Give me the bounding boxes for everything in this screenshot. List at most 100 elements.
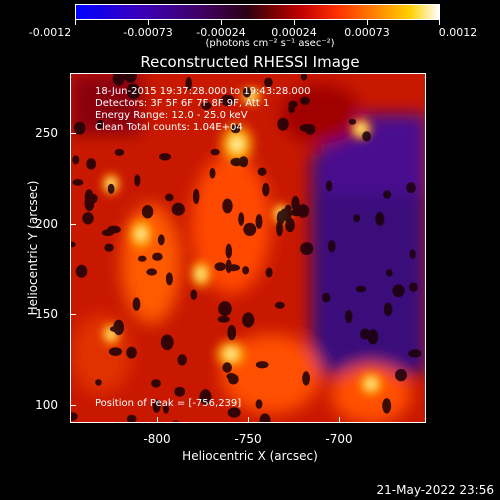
image-artifact [300,96,310,105]
image-artifact [227,407,241,418]
image-artifact [255,214,263,229]
image-artifact [257,167,267,176]
image-artifact [190,289,198,300]
image-artifact [209,168,216,179]
colorbar-tick-label: 0.0012 [438,26,478,39]
image-artifact [171,202,185,216]
image-artifact [173,420,179,422]
image-artifact [101,229,114,236]
image-artifact [300,74,308,81]
image-artifact [113,319,125,336]
image-artifact [360,328,371,340]
image-artifact [264,77,273,88]
y-tick [70,133,76,134]
algorithm-text: Clean Total counts: 1.04E+04 [95,122,243,133]
image-artifact [220,94,235,107]
image-artifact [95,379,102,386]
image-artifact [71,412,78,421]
x-tick [157,417,158,423]
image-artifact [344,310,353,324]
image-artifact [73,121,86,135]
image-artifact [71,241,76,248]
x-tick [248,417,249,423]
image-artifact [152,252,163,261]
image-artifact [409,282,418,292]
image-artifact [141,205,154,219]
image-artifact [348,118,357,125]
colorbar [75,4,440,20]
image-artifact [299,124,312,132]
image-artifact [163,404,169,414]
peak-position-text: Position of Peak = [-756,239] [95,398,242,409]
image-artifact [230,157,243,167]
image-artifact [160,334,174,351]
image-artifact [126,414,137,422]
y-tick [70,224,76,225]
rhessi-image-heatmap [71,74,425,422]
image-artifact [185,76,192,91]
y-axis-title: Heliocentric Y (arcsec) [26,180,40,316]
image-artifact [242,86,251,98]
image-artifact [386,269,393,277]
image-artifact [96,119,104,129]
image-artifact [290,209,303,217]
image-artifact [300,242,314,256]
image-artifact [395,368,407,382]
image-artifact [409,249,416,259]
image-artifact [362,131,371,142]
detectors-text: Detectors: 3F 5F 6F 7F 8F 9F, Att 1 [95,98,270,109]
image-artifact [124,74,137,83]
image-artifact [177,354,187,366]
image-artifact [218,301,232,317]
y-tick-label: 250 [35,126,58,140]
image-artifact [285,217,295,233]
plot-title: Reconstructed RHESSI Image [140,53,360,71]
image-artifact [159,153,171,161]
image-artifact [127,84,135,91]
y-tick [70,405,76,406]
image-artifact [322,292,331,303]
image-artifact [199,389,212,405]
x-tick-label: -750 [234,432,262,446]
colorbar-tick [148,20,149,25]
image-artifact [132,297,141,311]
image-artifact [152,399,161,413]
x-tick [339,417,340,423]
image-artifact [114,148,125,156]
image-artifact [165,193,174,202]
image-artifact [126,346,137,359]
x-axis-title: Heliocentric X (arcsec) [182,449,318,463]
image-artifact [255,361,269,369]
image-artifact [72,155,80,165]
image-artifact [242,312,255,328]
image-artifact [214,262,226,271]
image-artifact [277,117,289,131]
image-artifact [227,324,237,341]
image-artifact [302,371,310,386]
image-artifact [225,243,233,259]
image-artifact [86,158,97,170]
image-artifact [151,379,161,388]
colorbar-unit-label: (photons cm⁻² s⁻¹ asec⁻²) [205,38,335,49]
image-artifact [226,373,236,380]
image-artifact [355,285,367,293]
colorbar-tick [221,20,222,25]
x-tick-label: -700 [325,432,353,446]
image-artifact [367,329,379,345]
image-artifact [326,180,333,192]
image-artifact [146,268,158,276]
image-artifact [72,179,84,186]
image-artifact [210,148,220,156]
image-artifact [382,398,392,414]
image-artifact [284,204,292,213]
image-artifact [225,259,232,274]
energy-range-text: Energy Range: 12.0 - 25.0 keV [95,110,248,121]
image-artifact [375,212,385,226]
image-artifact [262,182,270,197]
colorbar-tick-label: -0.0012 [28,26,72,39]
image-artifact [274,301,285,309]
image-artifact [230,124,241,134]
colorbar-tick-label: 0.00024 [271,26,317,39]
image-artifact [353,214,361,223]
y-tick-label: 150 [35,307,58,321]
